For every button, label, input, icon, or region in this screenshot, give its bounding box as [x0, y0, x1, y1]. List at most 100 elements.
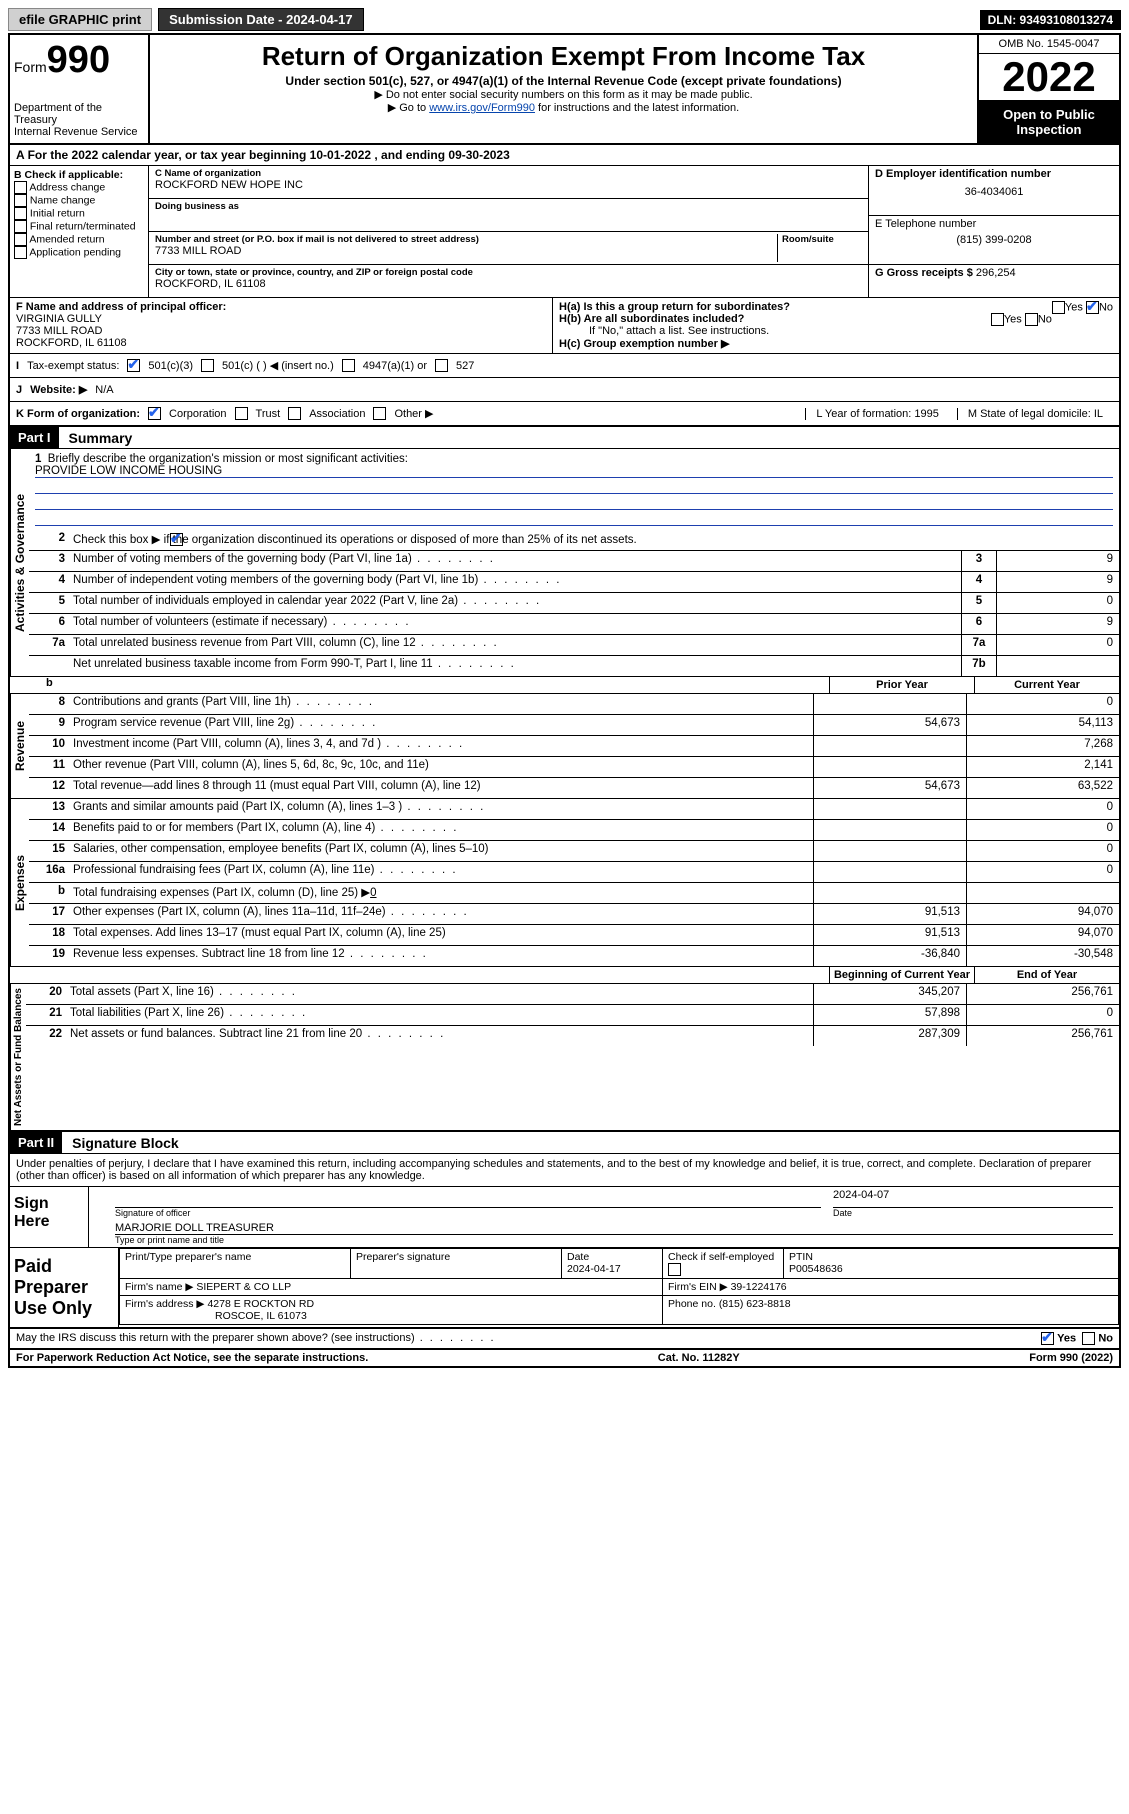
org-city: ROCKFORD, IL 61108	[155, 278, 862, 290]
opt-assoc: Association	[309, 408, 365, 420]
irs-link[interactable]: www.irs.gov/Form990	[429, 102, 535, 114]
l11: Other revenue (Part VIII, column (A), li…	[69, 757, 813, 777]
box-h: H(a) Is this a group return for subordin…	[553, 298, 1119, 353]
l4-text: Number of independent voting members of …	[69, 572, 961, 592]
opt-trust: Trust	[256, 408, 281, 420]
hb-no[interactable]	[1025, 313, 1038, 326]
hb-yes[interactable]	[991, 313, 1004, 326]
prep-date-val: 2024-04-17	[567, 1263, 621, 1275]
open-inspection: Open to Public Inspection	[979, 101, 1119, 143]
vlabel-net: Net Assets or Fund Balances	[10, 984, 26, 1130]
discuss-yes[interactable]	[1041, 1332, 1054, 1345]
boxes-deg: D Employer identification number 36-4034…	[868, 166, 1119, 297]
org-name: ROCKFORD NEW HOPE INC	[155, 179, 862, 191]
v6: 9	[996, 614, 1119, 634]
row-a-tax-year: A For the 2022 calendar year, or tax yea…	[10, 145, 1119, 166]
hdr-prior: Prior Year	[829, 677, 974, 693]
c11: 2,141	[966, 757, 1119, 777]
l2-text: Check this box ▶ if the organization dis…	[73, 534, 637, 546]
p13	[813, 799, 966, 819]
efile-button[interactable]: efile GRAPHIC print	[8, 8, 152, 31]
discuss-no[interactable]	[1082, 1332, 1095, 1345]
opt-501c3: 501(c)(3)	[148, 360, 193, 372]
chk-final[interactable]	[14, 220, 27, 233]
header-middle: Return of Organization Exempt From Incom…	[150, 35, 977, 143]
c10: 7,268	[966, 736, 1119, 756]
gross-value: 296,254	[976, 267, 1016, 279]
firm-addr: 4278 E ROCKTON RD	[207, 1298, 314, 1310]
form-page: Form 990 (2022)	[1029, 1352, 1113, 1364]
chk-name-change[interactable]	[14, 194, 27, 207]
paid-preparer-label: Paid Preparer Use Only	[10, 1248, 119, 1327]
chk-trust[interactable]	[235, 407, 248, 420]
prior-current-header: b Prior Year Current Year	[10, 677, 1119, 694]
chk-assoc[interactable]	[288, 407, 301, 420]
c17: 94,070	[966, 904, 1119, 924]
vlabel-governance: Activities & Governance	[10, 449, 29, 676]
org-address: 7733 MILL ROAD	[155, 245, 777, 257]
v7b	[996, 656, 1119, 676]
prep-date-hdr: Date	[567, 1251, 589, 1263]
chk-discontinued[interactable]	[170, 533, 183, 546]
hb-yes-lbl: Yes	[1004, 313, 1022, 325]
ha-yes[interactable]	[1052, 301, 1065, 314]
chk-4947[interactable]	[342, 359, 355, 372]
discuss-yes-lbl: Yes	[1057, 1332, 1076, 1344]
c9: 54,113	[966, 715, 1119, 735]
officer-signature-line[interactable]	[115, 1189, 821, 1208]
ein-label: D Employer identification number	[875, 168, 1051, 180]
chk-other[interactable]	[373, 407, 386, 420]
officer-printed-name: MARJORIE DOLL TREASURER	[115, 1222, 1113, 1235]
mission-text: PROVIDE LOW INCOME HOUSING	[35, 465, 1113, 478]
header-left: Form990 Department of the Treasury Inter…	[10, 35, 150, 143]
goto-post: for instructions and the latest informat…	[535, 102, 739, 114]
phone-label: E Telephone number	[875, 218, 1113, 230]
p8	[813, 694, 966, 714]
vlabel-expenses: Expenses	[10, 799, 29, 966]
submission-date-button[interactable]: Submission Date - 2024-04-17	[158, 8, 364, 31]
hb-label: H(b) Are all subordinates included?	[559, 313, 744, 325]
opt-amended: Amended return	[29, 233, 104, 245]
chk-address-change[interactable]	[14, 181, 27, 194]
chk-501c3[interactable]	[127, 359, 140, 372]
l7b-text: Net unrelated business taxable income fr…	[69, 656, 961, 676]
signature-block: Under penalties of perjury, I declare th…	[10, 1154, 1119, 1350]
chk-initial[interactable]	[14, 207, 27, 220]
tax-status-label: Tax-exempt status:	[27, 360, 119, 372]
opt-4947: 4947(a)(1) or	[363, 360, 427, 372]
ha-no[interactable]	[1086, 301, 1099, 314]
box-f: F Name and address of principal officer:…	[10, 298, 553, 353]
chk-pending[interactable]	[14, 246, 27, 259]
opt-pending: Application pending	[29, 246, 121, 258]
dba-label: Doing business as	[155, 201, 862, 212]
hdr-current: Current Year	[974, 677, 1119, 693]
chk-self-employed[interactable]	[668, 1263, 681, 1276]
chk-amended[interactable]	[14, 233, 27, 246]
mission-blank1	[35, 478, 1113, 494]
opt-name: Name change	[30, 194, 95, 206]
paperwork-notice: For Paperwork Reduction Act Notice, see …	[16, 1352, 368, 1364]
firm-phone: (815) 623-8818	[719, 1298, 791, 1310]
section-bcdeg: B Check if applicable: Address change Na…	[10, 166, 1119, 298]
box-c: C Name of organization ROCKFORD NEW HOPE…	[149, 166, 868, 297]
l1-text: Briefly describe the organization's miss…	[48, 453, 408, 465]
l5-text: Total number of individuals employed in …	[69, 593, 961, 613]
p16b-shaded	[813, 883, 966, 903]
part-ii-title: Signature Block	[62, 1135, 179, 1151]
preparer-table: Print/Type preparer's name Preparer's si…	[119, 1248, 1119, 1325]
opt-501c: 501(c) ( ) ◀ (insert no.)	[222, 359, 334, 372]
chk-527[interactable]	[435, 359, 448, 372]
firm-addr-lbl: Firm's address ▶	[125, 1298, 205, 1310]
form-990-container: Form990 Department of the Treasury Inter…	[8, 33, 1121, 1368]
name-title-lbl: Type or print name and title	[115, 1235, 1113, 1245]
ha-label: H(a) Is this a group return for subordin…	[559, 301, 790, 313]
l18: Total expenses. Add lines 13–17 (must eq…	[69, 925, 813, 945]
chk-501c[interactable]	[201, 359, 214, 372]
p15	[813, 841, 966, 861]
form-header: Form990 Department of the Treasury Inter…	[10, 35, 1119, 145]
v3: 9	[996, 551, 1119, 571]
hc-label: H(c) Group exemption number ▶	[559, 338, 729, 350]
p12: 54,673	[813, 778, 966, 798]
chk-corp[interactable]	[148, 407, 161, 420]
p22: 287,309	[813, 1026, 966, 1046]
